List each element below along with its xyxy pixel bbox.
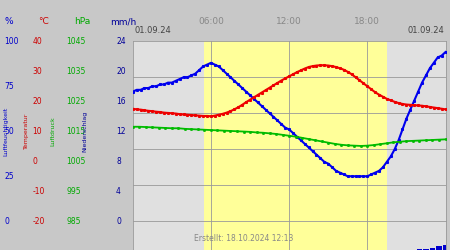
Text: 1035: 1035 (67, 67, 86, 76)
Text: 1045: 1045 (67, 37, 86, 46)
Text: 06:00: 06:00 (198, 17, 224, 26)
Text: 10: 10 (32, 127, 42, 136)
Text: Erstellt: 18.10.2024 12:13: Erstellt: 18.10.2024 12:13 (194, 234, 293, 242)
Text: Luftdruck: Luftdruck (50, 116, 56, 146)
Text: Luftfeuchtigkeit: Luftfeuchtigkeit (3, 106, 8, 156)
Text: 1025: 1025 (67, 97, 86, 106)
Text: -20: -20 (32, 217, 45, 226)
Text: 01.09.24: 01.09.24 (134, 26, 171, 35)
Text: 24: 24 (116, 37, 126, 46)
Text: 16: 16 (116, 97, 126, 106)
Text: 50: 50 (4, 127, 14, 136)
Text: %: % (4, 17, 13, 26)
Text: Temperatur: Temperatur (23, 113, 29, 150)
Bar (204, 41, 387, 221)
Bar (436, 246, 442, 250)
Text: -10: -10 (32, 187, 45, 196)
Text: 25: 25 (4, 172, 14, 181)
Text: 4: 4 (116, 187, 121, 196)
Text: 20: 20 (32, 97, 42, 106)
Text: 0: 0 (116, 217, 121, 226)
Text: 01.09.24: 01.09.24 (407, 26, 444, 35)
Text: 0: 0 (32, 157, 37, 166)
Text: 20: 20 (116, 67, 126, 76)
Text: 8: 8 (116, 157, 121, 166)
Bar (442, 244, 449, 250)
Text: 995: 995 (67, 187, 81, 196)
Text: 1005: 1005 (67, 157, 86, 166)
Text: hPa: hPa (74, 17, 90, 26)
Bar (423, 249, 429, 250)
Text: 100: 100 (4, 37, 19, 46)
Text: 985: 985 (67, 217, 81, 226)
Bar (430, 248, 436, 250)
Text: °C: °C (38, 17, 49, 26)
Text: 30: 30 (32, 67, 42, 76)
Text: 12: 12 (116, 127, 126, 136)
Text: 75: 75 (4, 82, 14, 91)
Text: 1015: 1015 (67, 127, 86, 136)
Bar (204, 221, 387, 250)
Text: mm/h: mm/h (110, 17, 136, 26)
Text: 18:00: 18:00 (354, 17, 380, 26)
Text: 40: 40 (32, 37, 42, 46)
Text: 12:00: 12:00 (276, 17, 302, 26)
Text: 0: 0 (4, 217, 9, 226)
Text: Niederschlag: Niederschlag (82, 110, 87, 152)
